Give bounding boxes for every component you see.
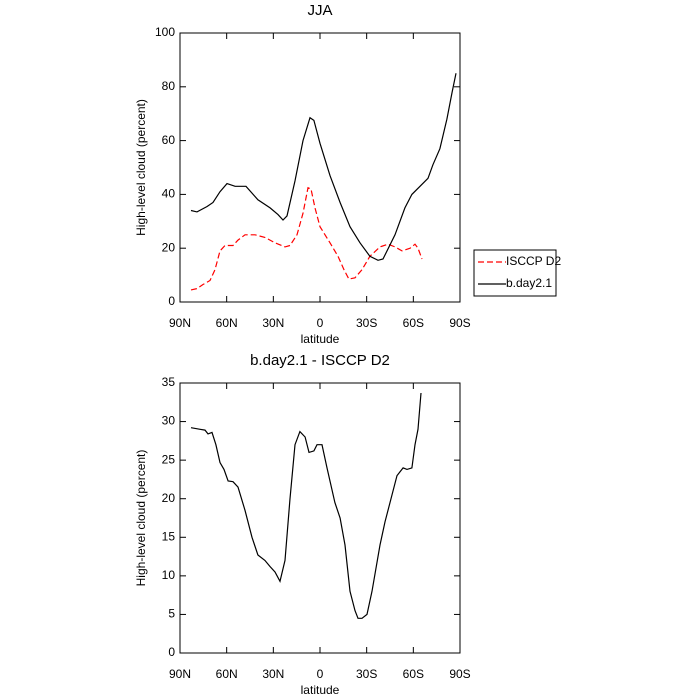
x-tick-label: 60N bbox=[216, 667, 238, 681]
y-tick-label: 100 bbox=[155, 25, 175, 39]
y-tick-label: 20 bbox=[162, 491, 176, 505]
y-tick-label: 0 bbox=[168, 294, 175, 308]
x-tick-label: 0 bbox=[317, 316, 324, 330]
y-tick-label: 60 bbox=[162, 133, 176, 147]
x-tick-label: 0 bbox=[317, 667, 324, 681]
x-tick-label: 60N bbox=[216, 316, 238, 330]
x-tick-label: 30S bbox=[356, 316, 377, 330]
data-line bbox=[190, 73, 457, 261]
x-axis-label: latitude bbox=[301, 683, 340, 697]
x-tick-label: 90N bbox=[169, 667, 191, 681]
chart-title: JJA bbox=[307, 2, 332, 19]
x-tick-label: 90S bbox=[449, 667, 470, 681]
legend-box bbox=[473, 249, 557, 297]
x-tick-label: 60S bbox=[403, 667, 424, 681]
y-axis-label: High-level cloud (percent) bbox=[134, 450, 148, 587]
y-tick-label: 5 bbox=[168, 607, 175, 621]
y-tick-label: 10 bbox=[162, 568, 176, 582]
y-tick-label: 0 bbox=[168, 645, 175, 659]
x-tick-label: 90N bbox=[169, 316, 191, 330]
data-line bbox=[190, 186, 423, 291]
x-tick-label: 30N bbox=[262, 667, 284, 681]
x-tick-label: 30N bbox=[262, 316, 284, 330]
y-tick-label: 25 bbox=[162, 452, 176, 466]
chart-title: b.day2.1 - ISCCP D2 bbox=[250, 352, 390, 369]
x-tick-label: 90S bbox=[449, 316, 470, 330]
y-tick-label: 40 bbox=[162, 187, 176, 201]
x-tick-label: 60S bbox=[403, 316, 424, 330]
x-axis-label: latitude bbox=[301, 332, 340, 346]
y-axis-label: High-level cloud (percent) bbox=[134, 99, 148, 236]
y-tick-label: 30 bbox=[162, 414, 176, 428]
legend-label: ISCCP D2 bbox=[506, 254, 561, 268]
legend-label: b.day2.1 bbox=[506, 276, 552, 290]
plot-frame bbox=[179, 32, 461, 303]
y-tick-label: 35 bbox=[162, 375, 176, 389]
x-tick-label: 30S bbox=[356, 667, 377, 681]
data-line bbox=[190, 392, 422, 619]
y-tick-label: 20 bbox=[162, 240, 176, 254]
y-tick-label: 80 bbox=[162, 79, 176, 93]
y-tick-label: 15 bbox=[162, 529, 176, 543]
